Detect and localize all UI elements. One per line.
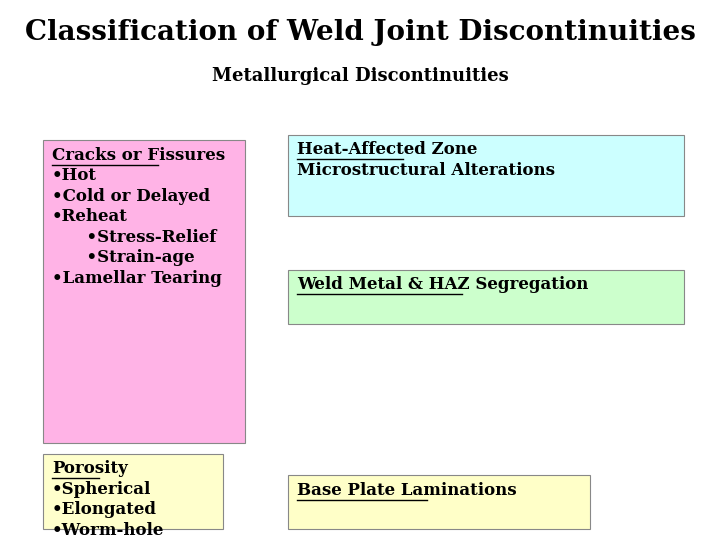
Text: Base Plate Laminations: Base Plate Laminations xyxy=(297,482,516,498)
Text: •Worm-hole: •Worm-hole xyxy=(52,522,164,538)
Text: Porosity: Porosity xyxy=(52,460,127,477)
Bar xyxy=(288,135,684,216)
Text: Weld Metal & HAZ Segregation: Weld Metal & HAZ Segregation xyxy=(297,276,588,293)
Text: •Stress-Relief: •Stress-Relief xyxy=(52,229,216,246)
Text: Cracks or Fissures: Cracks or Fissures xyxy=(52,147,225,164)
Text: Metallurgical Discontinuities: Metallurgical Discontinuities xyxy=(212,66,508,85)
Text: Classification of Weld Joint Discontinuities: Classification of Weld Joint Discontinui… xyxy=(24,19,696,46)
Text: •Strain-age: •Strain-age xyxy=(52,249,194,266)
Text: •Spherical: •Spherical xyxy=(52,481,151,497)
Bar xyxy=(43,140,245,443)
Bar xyxy=(288,475,590,529)
Text: •Hot: •Hot xyxy=(52,167,96,184)
Text: •Lamellar Tearing: •Lamellar Tearing xyxy=(52,270,222,287)
Text: •Cold or Delayed: •Cold or Delayed xyxy=(52,188,210,205)
Bar xyxy=(43,454,223,529)
Text: Heat-Affected Zone: Heat-Affected Zone xyxy=(297,141,477,158)
Bar xyxy=(288,270,684,324)
Text: •Elongated: •Elongated xyxy=(52,501,157,518)
Text: •Reheat: •Reheat xyxy=(52,208,127,225)
Text: Microstructural Alterations: Microstructural Alterations xyxy=(297,162,554,179)
